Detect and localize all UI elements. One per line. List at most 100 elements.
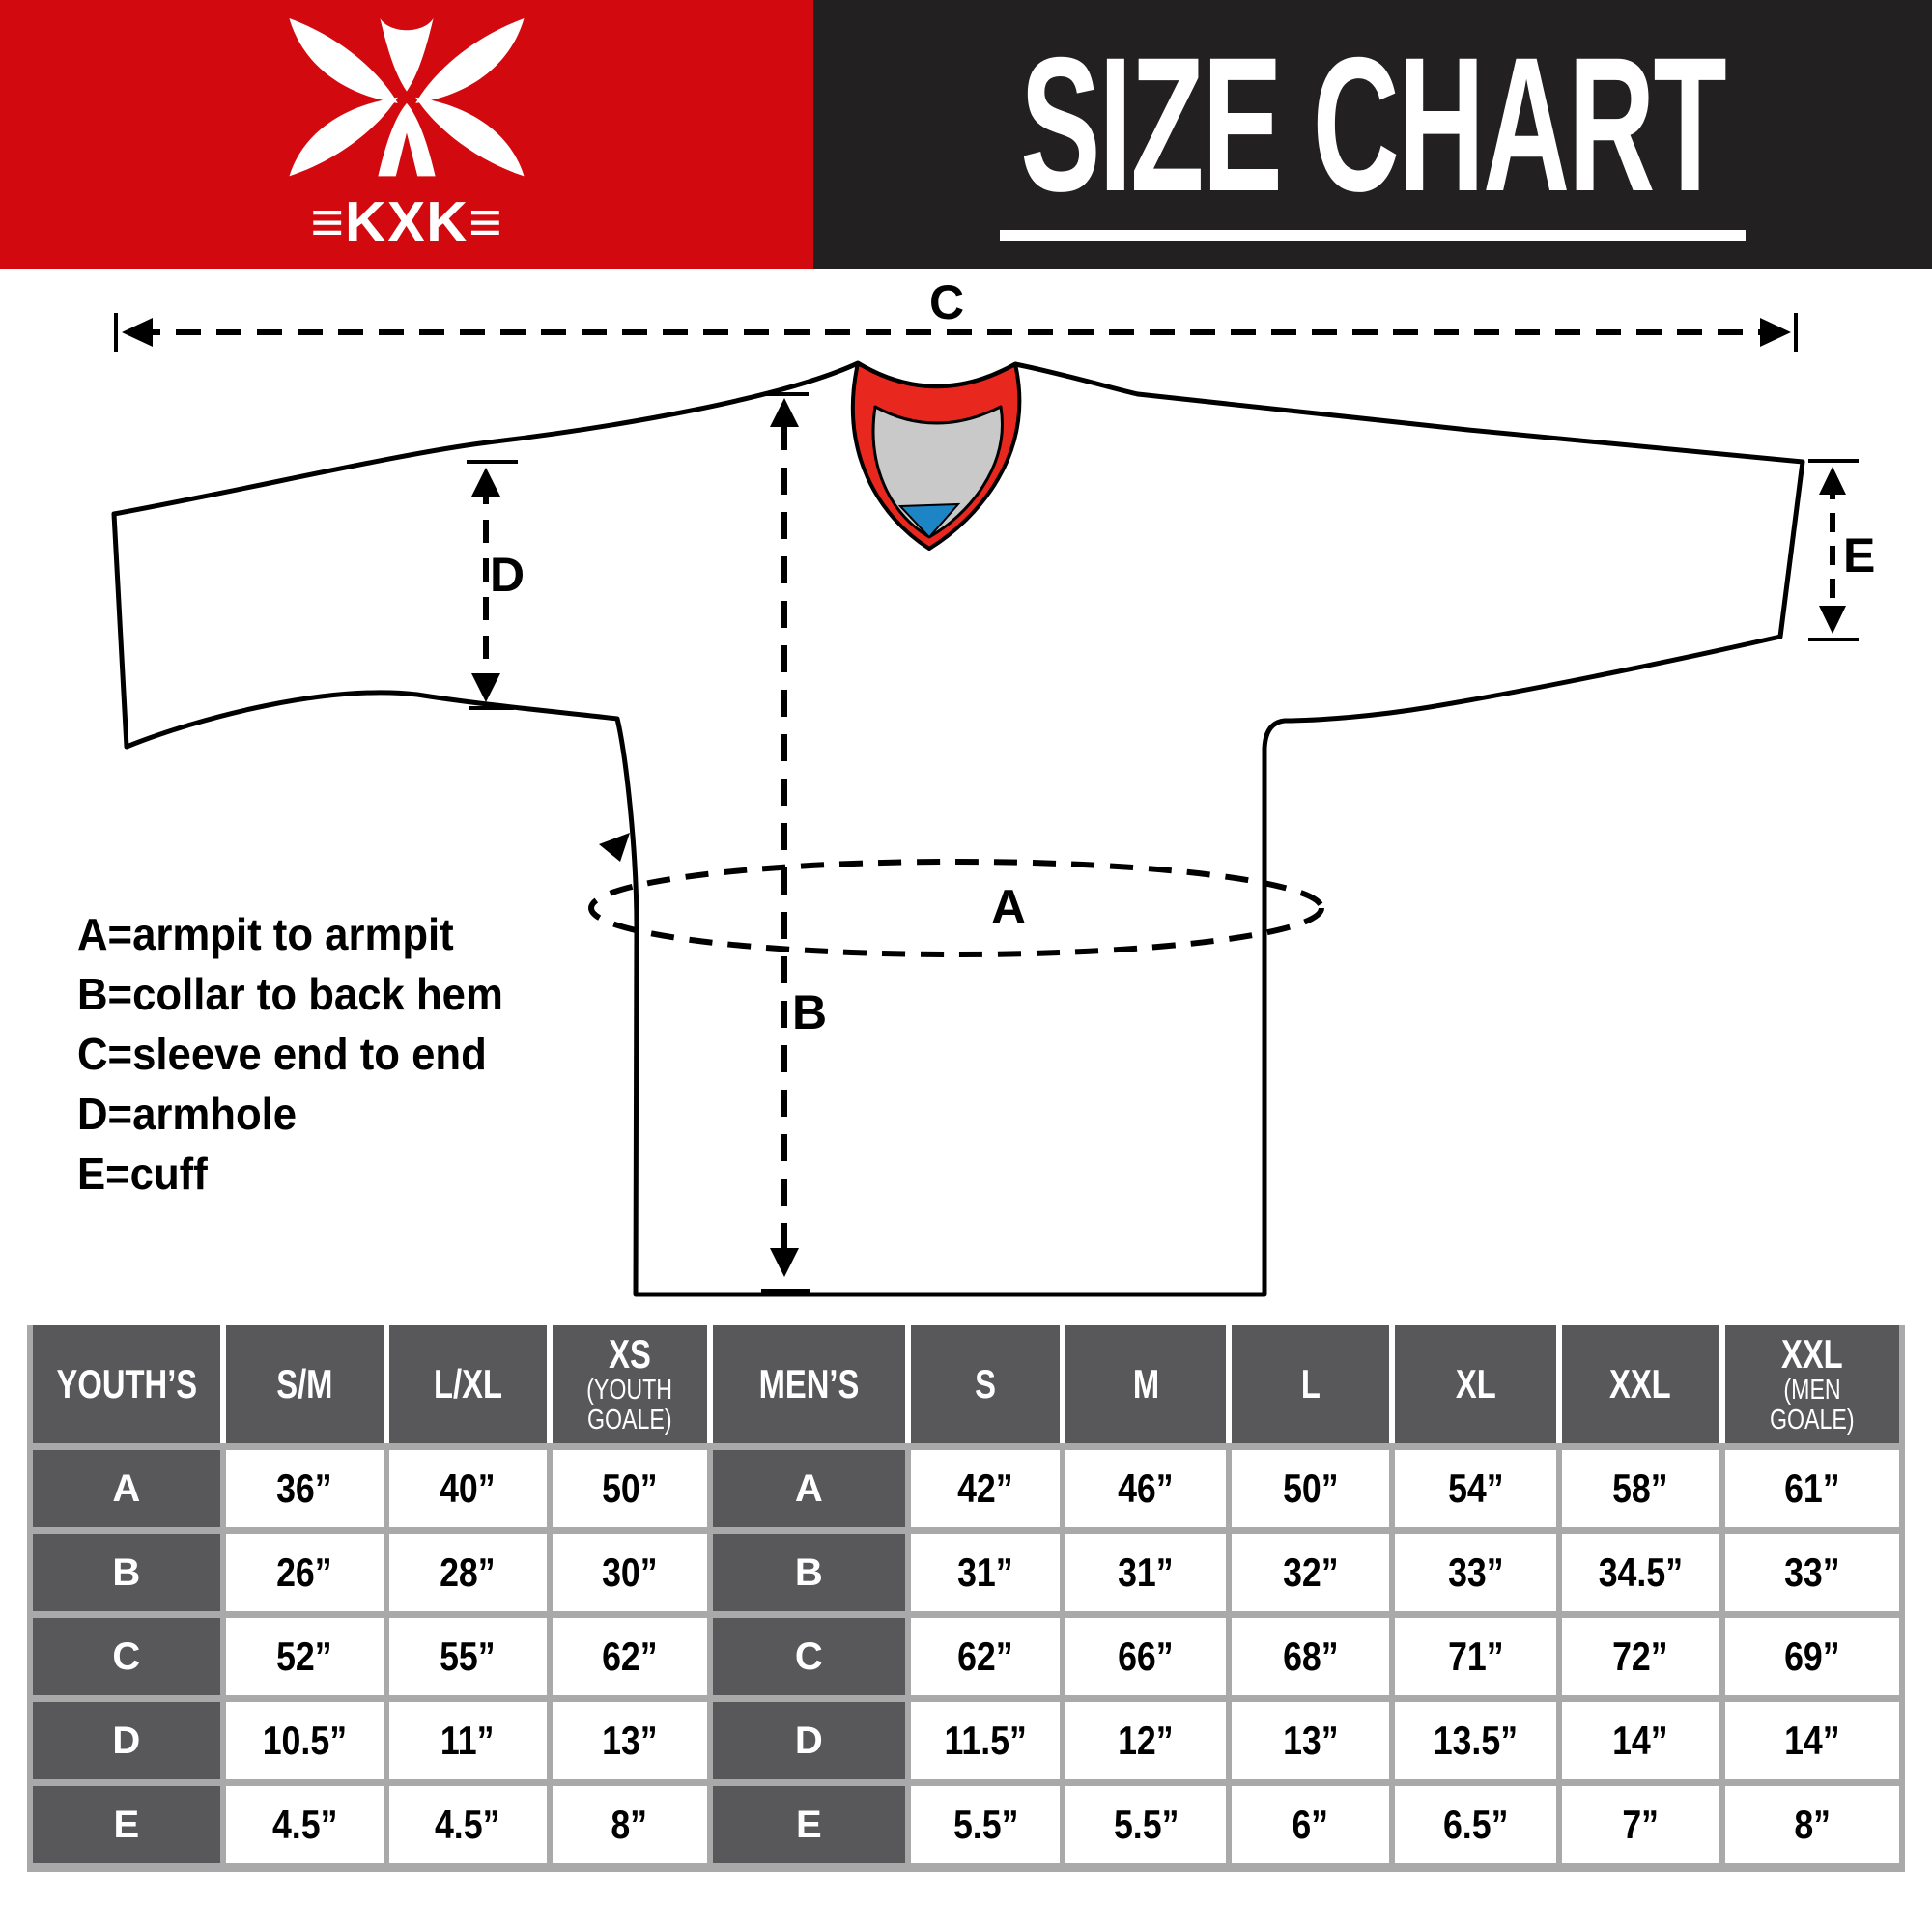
column-header-label: XXL xyxy=(1609,1361,1672,1406)
column-header-subline: GOALE) xyxy=(1770,1405,1855,1435)
measure-arrow-e xyxy=(1808,459,1859,641)
size-value-cell: 62” xyxy=(552,1618,707,1695)
size-value-cell: 71” xyxy=(1395,1618,1556,1695)
label-e: E xyxy=(1843,528,1875,582)
table-header-cell: L xyxy=(1232,1325,1390,1443)
measure-label-cell: A xyxy=(712,1450,906,1527)
label-a: A xyxy=(991,880,1026,934)
column-header-label: XXL xyxy=(1781,1331,1843,1377)
title-underline xyxy=(1000,229,1746,241)
size-value: 7” xyxy=(1622,1802,1660,1847)
size-value: 66” xyxy=(1118,1634,1175,1679)
size-value-cell: 13.5” xyxy=(1395,1702,1556,1779)
size-value-cell: 14” xyxy=(1561,1702,1719,1779)
measure-label-cell: E xyxy=(33,1786,220,1863)
size-value: 12” xyxy=(1118,1718,1175,1763)
size-value-cell: 72” xyxy=(1561,1618,1719,1695)
column-header-label: L/XL xyxy=(433,1361,502,1406)
size-value: 32” xyxy=(1282,1549,1339,1595)
column-header-label: MEN’S xyxy=(758,1361,860,1406)
size-value-cell: 33” xyxy=(1724,1534,1899,1611)
size-value-cell: 4.5” xyxy=(388,1786,547,1863)
size-value-cell: 68” xyxy=(1232,1618,1390,1695)
size-value-cell: 61” xyxy=(1724,1450,1899,1527)
size-value: 33” xyxy=(1447,1549,1504,1595)
brand-wordmark: ≡KXK≡ xyxy=(310,189,502,250)
table-header-cell: M xyxy=(1065,1325,1227,1443)
size-value: 10.5” xyxy=(262,1718,347,1763)
size-value-cell: 30” xyxy=(552,1534,707,1611)
size-value: 4.5” xyxy=(271,1802,337,1847)
column-header-label: XS xyxy=(608,1331,651,1377)
size-value: 13” xyxy=(601,1718,658,1763)
size-value: 6.5” xyxy=(1442,1802,1509,1847)
size-value: 28” xyxy=(440,1549,496,1595)
size-value: 14” xyxy=(1612,1718,1669,1763)
label-d: D xyxy=(490,548,525,602)
title-panel: SIZE CHART xyxy=(813,0,1932,269)
table-header-cell: XXL (MEN GOALE) xyxy=(1724,1325,1899,1443)
size-value-cell: 31” xyxy=(1065,1534,1227,1611)
size-value-cell: 5.5” xyxy=(1065,1786,1227,1863)
size-value: 11” xyxy=(440,1718,495,1763)
column-header-subline: (MEN xyxy=(1783,1375,1841,1406)
size-value: 69” xyxy=(1784,1634,1840,1679)
column-header-label: XL xyxy=(1455,1361,1496,1406)
legend-line-d: D=armhole xyxy=(77,1089,298,1139)
jersey-outline xyxy=(111,360,1805,1297)
size-value: 55” xyxy=(440,1634,496,1679)
size-value: 54” xyxy=(1447,1465,1504,1511)
size-value: 50” xyxy=(1282,1465,1339,1511)
size-value-cell: 13” xyxy=(552,1702,707,1779)
measure-label-cell: D xyxy=(712,1702,906,1779)
size-value: 33” xyxy=(1784,1549,1840,1595)
table-header-cell: XXL xyxy=(1561,1325,1719,1443)
legend-line-e: E=cuff xyxy=(77,1149,208,1199)
size-value-cell: 34.5” xyxy=(1561,1534,1719,1611)
size-value-cell: 11” xyxy=(388,1702,547,1779)
size-value: 34.5” xyxy=(1598,1549,1683,1595)
size-value-cell: 52” xyxy=(225,1618,384,1695)
size-value-cell: 8” xyxy=(552,1786,707,1863)
size-value: 71” xyxy=(1447,1634,1504,1679)
size-value: 61” xyxy=(1784,1465,1840,1511)
column-header-label: M xyxy=(1132,1361,1159,1406)
size-value-cell: 7” xyxy=(1561,1786,1719,1863)
measure-label-cell: C xyxy=(33,1618,220,1695)
size-value-cell: 46” xyxy=(1065,1450,1227,1527)
measure-label-cell: E xyxy=(712,1786,906,1863)
size-value-cell: 50” xyxy=(1232,1450,1390,1527)
size-value-cell: 14” xyxy=(1724,1702,1899,1779)
size-value-cell: 58” xyxy=(1561,1450,1719,1527)
measure-label-cell: A xyxy=(33,1450,220,1527)
size-value: 68” xyxy=(1282,1634,1339,1679)
table-header-cell: YOUTH’S xyxy=(33,1325,220,1443)
measure-label-cell: B xyxy=(33,1534,220,1611)
size-value-cell: 36” xyxy=(225,1450,384,1527)
size-value: 26” xyxy=(276,1549,332,1595)
size-value: 50” xyxy=(601,1465,658,1511)
column-header-subline: GOALE) xyxy=(586,1405,672,1435)
size-value: 6” xyxy=(1292,1802,1329,1847)
size-value: 5.5” xyxy=(1113,1802,1179,1847)
size-value-cell: 8” xyxy=(1724,1786,1899,1863)
size-value-cell: 26” xyxy=(225,1534,384,1611)
size-value: 62” xyxy=(601,1634,658,1679)
collar-blue-insert xyxy=(897,502,961,539)
table-header-cell: S xyxy=(911,1325,1061,1443)
size-value-cell: 12” xyxy=(1065,1702,1227,1779)
table-header-cell: L/XL xyxy=(388,1325,547,1443)
size-value-cell: 31” xyxy=(911,1534,1061,1611)
column-header-label: YOUTH’S xyxy=(56,1361,197,1406)
size-value-cell: 54” xyxy=(1395,1450,1556,1527)
collar-inner xyxy=(871,405,1004,539)
size-value-cell: 40” xyxy=(388,1450,547,1527)
size-value: 8” xyxy=(611,1802,648,1847)
size-value: 58” xyxy=(1612,1465,1669,1511)
size-value-cell: 66” xyxy=(1065,1618,1227,1695)
size-value-cell: 6” xyxy=(1232,1786,1390,1863)
table-header-cell: S/M xyxy=(225,1325,384,1443)
size-value-cell: 50” xyxy=(552,1450,707,1527)
